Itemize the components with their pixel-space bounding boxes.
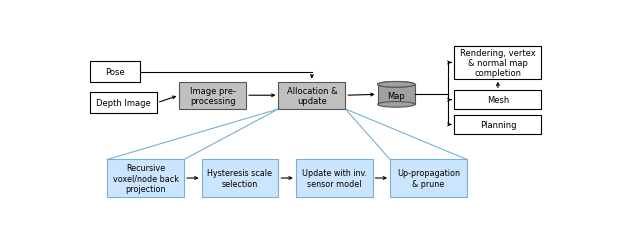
- Ellipse shape: [378, 82, 415, 88]
- Text: Depth Image: Depth Image: [96, 99, 151, 108]
- Text: Update with inv.
sensor model: Update with inv. sensor model: [301, 169, 367, 188]
- FancyBboxPatch shape: [278, 82, 346, 109]
- FancyBboxPatch shape: [108, 160, 184, 197]
- FancyBboxPatch shape: [90, 62, 140, 83]
- FancyBboxPatch shape: [454, 91, 541, 109]
- FancyBboxPatch shape: [90, 93, 157, 114]
- FancyBboxPatch shape: [378, 85, 415, 105]
- Ellipse shape: [378, 102, 415, 108]
- FancyBboxPatch shape: [454, 116, 541, 134]
- Text: Mesh: Mesh: [487, 96, 509, 105]
- Text: Up-propagation
& prune: Up-propagation & prune: [397, 169, 460, 188]
- Text: Allocation &
update: Allocation & update: [287, 86, 337, 106]
- FancyBboxPatch shape: [296, 160, 372, 197]
- FancyBboxPatch shape: [179, 82, 246, 109]
- Text: Planning: Planning: [479, 120, 516, 129]
- FancyBboxPatch shape: [202, 160, 278, 197]
- Text: Pose: Pose: [105, 68, 125, 77]
- FancyBboxPatch shape: [454, 47, 541, 79]
- Text: Map: Map: [387, 92, 405, 101]
- Text: Hysteresis scale
selection: Hysteresis scale selection: [207, 169, 273, 188]
- Ellipse shape: [378, 82, 415, 88]
- Text: Image pre-
processing: Image pre- processing: [189, 86, 236, 106]
- Text: Rendering, vertex
& normal map
completion: Rendering, vertex & normal map completio…: [460, 48, 536, 78]
- FancyBboxPatch shape: [390, 160, 467, 197]
- Text: Recursive
voxel/node back
projection: Recursive voxel/node back projection: [113, 164, 179, 193]
